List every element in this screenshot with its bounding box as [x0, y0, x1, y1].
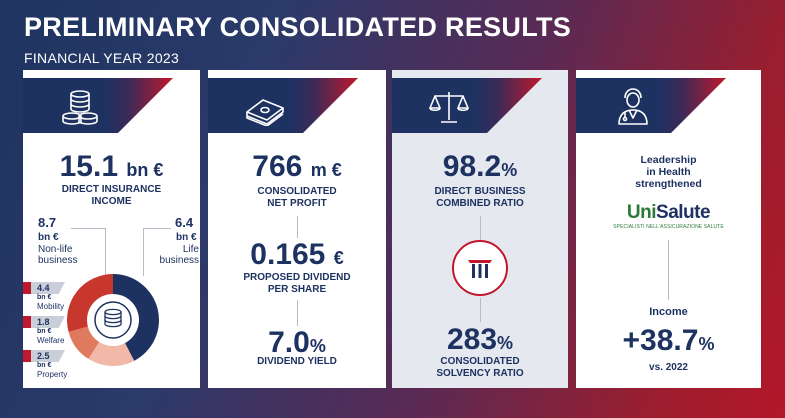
panel-header	[576, 78, 726, 133]
page-title: PRELIMINARY CONSOLIDATED RESULTS	[24, 12, 572, 42]
life-connector-vertical	[143, 228, 144, 276]
donut-slice-mobility	[67, 274, 113, 332]
income-growth-value: +38.7%	[622, 324, 715, 357]
profit-dividend-panel: 766 m € CONSOLIDATED NET PROFIT 0.165 € P…	[208, 70, 386, 388]
health-panel: Leadership in Health strengthened UniSal…	[576, 70, 761, 388]
nonlife-unit: bn €	[38, 232, 59, 243]
life-connector	[143, 228, 171, 229]
combined-ratio-value: 98.2%	[442, 150, 518, 183]
nonlife-label: Non-life business	[38, 244, 78, 266]
banknotes-icon	[243, 86, 287, 126]
income-label: DIRECT INSURANCE INCOME	[61, 184, 162, 207]
divider	[480, 216, 481, 240]
life-unit: bn €	[176, 232, 197, 243]
net-profit-label: CONSOLIDATED NET PROFIT	[257, 186, 337, 209]
balance-scale-icon	[427, 86, 471, 126]
panel-header	[208, 78, 358, 133]
doctor-icon	[611, 86, 655, 126]
divider	[297, 216, 298, 238]
net-profit-value: 766 m €	[252, 150, 342, 183]
solvency-ratio-label: CONSOLIDATED SOLVENCY RATIO	[436, 356, 524, 379]
divider	[297, 300, 298, 326]
solvency-ratio-value: 283%	[446, 323, 514, 356]
income-donut-chart	[67, 274, 159, 366]
income-value: 15.1 bn €	[59, 150, 164, 183]
page-subtitle: FINANCIAL YEAR 2023	[24, 50, 180, 66]
income-growth-compare: vs. 2022	[649, 362, 688, 373]
dividend-label: PROPOSED DIVIDEND PER SHARE	[243, 272, 351, 295]
dividend-value: 0.165 €	[250, 238, 344, 271]
panel-header	[392, 78, 542, 133]
nonlife-connector	[71, 228, 105, 229]
nonlife-value: 8.7	[38, 215, 57, 230]
life-value: 6.4	[175, 215, 194, 230]
dividend-yield-label: DIVIDEND YIELD	[257, 356, 337, 367]
pillar-logo-icon	[452, 240, 508, 296]
donut-slice-property	[88, 342, 135, 366]
insurance-income-panel: 15.1 bn € DIRECT INSURANCE INCOME 8.7 bn …	[23, 70, 200, 388]
donut-slice-life	[113, 274, 159, 361]
leadership-text: Leadership in Health strengthened	[635, 154, 702, 190]
unisalute-logo: UniSalute	[626, 202, 711, 223]
database-icon	[104, 308, 122, 328]
income-growth-label: Income	[649, 306, 688, 318]
life-label: Life business	[159, 244, 199, 266]
donut-center	[94, 301, 132, 339]
coins-stack-icon	[58, 86, 102, 126]
dividend-yield-value: 7.0%	[268, 326, 326, 359]
unisalute-tagline: SPECIALISTI NELL'ASSICURAZIONE SALUTE	[613, 224, 724, 230]
donut-slice-welfare	[68, 326, 100, 359]
segment-mobility: 4.4 bn € Mobility	[23, 282, 67, 324]
segment-welfare: 1.8 bn € Welfare	[23, 316, 67, 358]
panel-header	[23, 78, 173, 133]
combined-ratio-label: DIRECT BUSINESS COMBINED RATIO	[434, 186, 526, 209]
ratios-panel: 98.2% DIRECT BUSINESS COMBINED RATIO 283%…	[392, 70, 568, 388]
divider	[668, 240, 669, 300]
nonlife-connector-vertical	[105, 228, 106, 278]
segment-property: 2.5 bn € Property	[23, 350, 67, 392]
divider	[480, 298, 481, 322]
